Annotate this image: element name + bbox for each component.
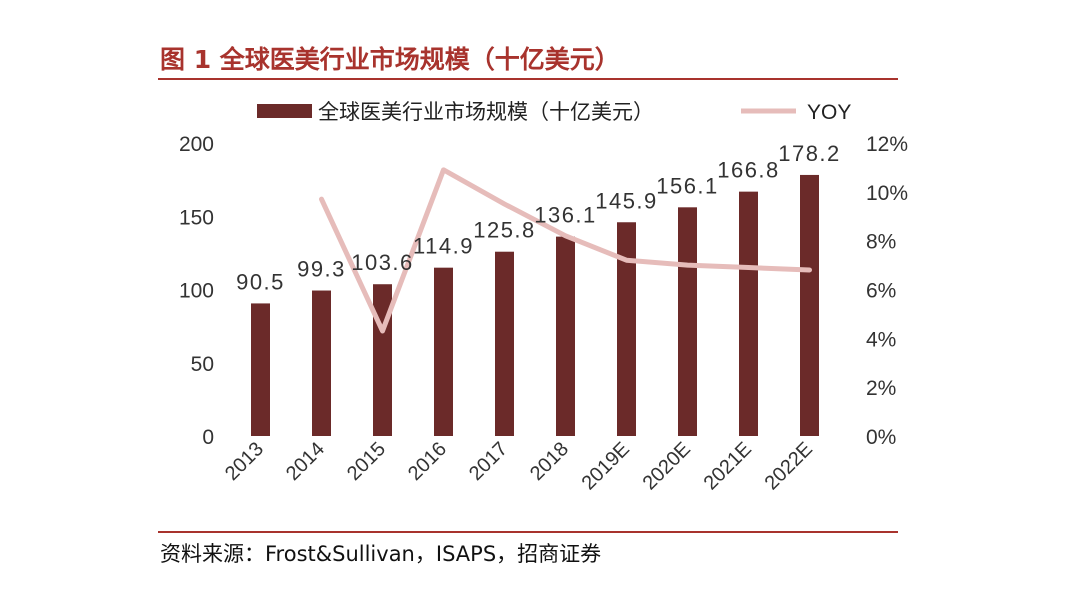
- source-rule: [158, 531, 898, 533]
- bar-data-label: 136.1: [534, 203, 597, 228]
- x-tick-label: 2017: [465, 438, 512, 485]
- bar-data-label: 166.8: [717, 158, 780, 183]
- bar-data-label: 99.3: [297, 257, 346, 282]
- y-right-tick-label: 8%: [866, 231, 896, 254]
- bar: [434, 267, 453, 436]
- x-tick-label: 2015: [343, 438, 390, 485]
- bar-data-label: 145.9: [595, 188, 658, 213]
- x-tick-label: 2018: [526, 438, 573, 485]
- y-left-tick-label: 200: [179, 133, 214, 156]
- source-note: 资料来源：Frost&Sullivan，ISAPS，招商证券: [160, 542, 602, 566]
- x-tick-label: 2016: [404, 438, 451, 485]
- y-right-tick-label: 2%: [866, 377, 896, 400]
- x-tick-label: 2021E: [700, 438, 756, 494]
- x-tick-label: 2019E: [578, 438, 634, 494]
- title-rule: [158, 78, 898, 80]
- y-right-tick-label: 0%: [866, 426, 896, 449]
- bar: [556, 236, 575, 436]
- bar: [678, 207, 697, 436]
- legend-bar-swatch: [257, 104, 312, 118]
- x-axis: 2013 2014 2015 2016 2017 2018 2019E 2020E 2021E 2…: [221, 438, 817, 494]
- bar-data-label: 103.6: [351, 250, 414, 275]
- bar: [251, 303, 270, 436]
- data-labels: 90.5 99.3 103.6114.9125.8136.1145.9156.116…: [236, 141, 841, 294]
- bar-data-label: 114.9: [413, 234, 474, 259]
- bar: [617, 222, 636, 436]
- bar: [312, 290, 331, 436]
- figure-title: 图 1 全球医美行业市场规模（十亿美元）: [160, 45, 620, 74]
- bar-data-label: 90.5: [236, 269, 285, 294]
- y-left-tick-label: 100: [179, 280, 214, 303]
- y-right-tick-label: 6%: [866, 280, 896, 303]
- x-tick-label: 2013: [221, 438, 268, 485]
- y-left-tick-label: 50: [191, 353, 214, 376]
- y-right-tick-label: 12%: [866, 133, 908, 156]
- y-right-tick-label: 10%: [866, 182, 908, 205]
- yoy-series: [319, 167, 812, 334]
- bar-data-label: 178.2: [778, 141, 841, 166]
- left-axis: 0 50 100 150 200: [179, 133, 214, 449]
- x-tick-label: 2020E: [639, 438, 695, 494]
- bar: [800, 174, 819, 436]
- bar: [495, 251, 514, 436]
- right-axis: 0% 2% 4% 6% 8% 10% 12%: [866, 133, 908, 449]
- legend-bar-label: 全球医美行业市场规模（十亿美元）: [318, 101, 654, 124]
- x-tick-label: 2022E: [761, 438, 817, 494]
- bar-data-label: 125.8: [473, 218, 536, 243]
- legend-line-label: YOY: [807, 101, 851, 124]
- bar-data-label: 156.1: [656, 173, 719, 198]
- yoy-line: [319, 167, 812, 334]
- legend: 全球医美行业市场规模（十亿美元） YOY: [257, 101, 851, 124]
- y-right-tick-label: 4%: [866, 328, 896, 351]
- y-left-tick-label: 0: [202, 426, 214, 449]
- x-tick-label: 2014: [282, 438, 329, 485]
- bar: [739, 191, 758, 436]
- y-left-tick-label: 150: [179, 206, 214, 229]
